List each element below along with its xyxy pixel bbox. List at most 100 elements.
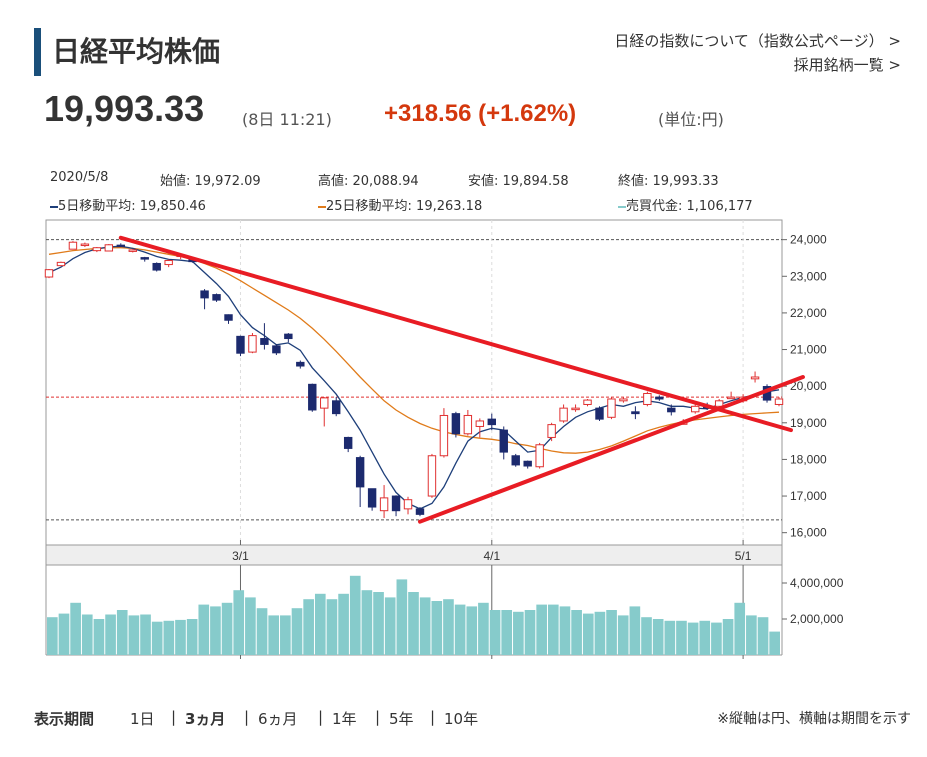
period-separator: | [430,708,436,726]
candle-body [128,249,137,252]
volume-bar [280,615,291,655]
volume-bar [757,617,769,655]
period-6m[interactable]: 6ヵ月 [258,710,298,728]
price-change: +318.56 (+1.62%) [384,100,576,128]
candle-body [415,508,425,515]
volume-bar [431,601,443,655]
candle-body [583,399,592,405]
candle-body [200,290,209,299]
candle-body [726,396,736,400]
volume-bar [734,602,746,655]
volume-bar [594,611,606,655]
volume-bar [47,617,58,655]
volume-bar [524,610,536,655]
ma5-line [48,245,780,510]
volume-bar [536,604,547,655]
volume-bar [547,604,559,655]
candle-body [152,262,161,271]
change-percent: (+1.62%) [478,100,577,127]
y-tick-label: 21,000 [790,343,827,357]
info-low: 安値: 19,894.58 [468,174,569,189]
volume-bar [652,619,664,655]
candle-body [164,260,173,266]
y-tick-label: 17,000 [790,489,827,503]
candle-body [248,335,257,353]
volume-bar [58,613,70,655]
volume-bar [314,593,326,655]
candle-body [391,495,401,512]
volume-bar [641,617,652,655]
ma5-legend-swatch [50,205,58,208]
volume-bar [245,597,256,655]
candle-body [260,338,269,345]
period-separator: | [244,708,250,726]
volume-bar [70,602,81,655]
volume-bar [489,610,501,655]
candle-body [92,247,102,252]
period-1d[interactable]: 1日 [130,710,155,728]
candle-body [511,455,520,466]
volume-legend-swatch [618,205,626,208]
volume-bar [326,599,338,655]
volume-bar [419,597,431,655]
y-tick-label: 16,000 [790,526,827,540]
y-tick-label: 23,000 [790,269,827,283]
volume-y-tick-label: 2,000,000 [790,612,844,626]
volume-bar [105,614,116,655]
volume-bar [303,599,314,655]
info-date: 2020/5/8 [50,170,109,185]
x-tick-label: 5/1 [735,549,752,563]
volume-bar [699,620,711,655]
unit-label: (単位:円) [658,110,724,129]
candle-body [595,407,604,420]
volume-bar [116,610,128,655]
info-ma5: 5日移動平均: 19,850.46 [50,195,206,214]
title-accent-bar [34,28,41,76]
candle-body [379,497,389,512]
volume-bar [268,615,280,655]
volume-bar [256,608,268,655]
period-10y[interactable]: 10年 [444,710,479,728]
period-5y[interactable]: 5年 [389,710,414,728]
candle-body [559,407,568,422]
period-1y[interactable]: 1年 [332,710,357,728]
candle-body [547,424,556,438]
period-3m[interactable]: 3ヵ月 [185,710,226,728]
volume-bar [210,606,221,655]
y-tick-label: 20,000 [790,379,827,393]
period-label: 表示期間 [34,710,95,728]
candle-body [116,244,126,248]
candle-body [56,261,66,267]
volume-bar [140,614,151,655]
volume-bar [338,593,349,655]
index-info-link[interactable]: 日経の指数について（指数公式ページ） > [614,32,901,50]
date-axis-band [45,544,783,566]
candle-body [68,241,78,250]
page-title: 日経平均株価 [52,35,221,68]
period-separator: | [375,708,381,726]
volume-bar [163,620,175,655]
candle-body [475,420,485,427]
volume-bar [606,610,617,655]
candle-body [427,455,437,497]
volume-bar [81,614,93,655]
candle-body [296,361,305,367]
candle-body [643,392,652,405]
volume-bar [396,579,408,655]
candle-body [655,396,664,400]
volume-bar [687,622,699,655]
volume-bar [128,615,140,655]
quote-time: (8日 11:21) [242,110,332,129]
candle-body [272,345,281,354]
candle-body [44,269,54,278]
chevron-right-icon: > [888,56,901,74]
info-close: 終値: 19,993.33 [618,174,719,189]
candle-body [308,383,317,411]
y-tick-label: 18,000 [790,452,827,466]
info-open: 始値: 19,972.09 [160,174,261,189]
period-separator: | [318,708,324,726]
volume-bar [93,619,105,655]
candle-body [714,400,724,407]
constituents-link[interactable]: 採用銘柄一覧 > [793,56,901,74]
volume-bar [746,615,757,655]
